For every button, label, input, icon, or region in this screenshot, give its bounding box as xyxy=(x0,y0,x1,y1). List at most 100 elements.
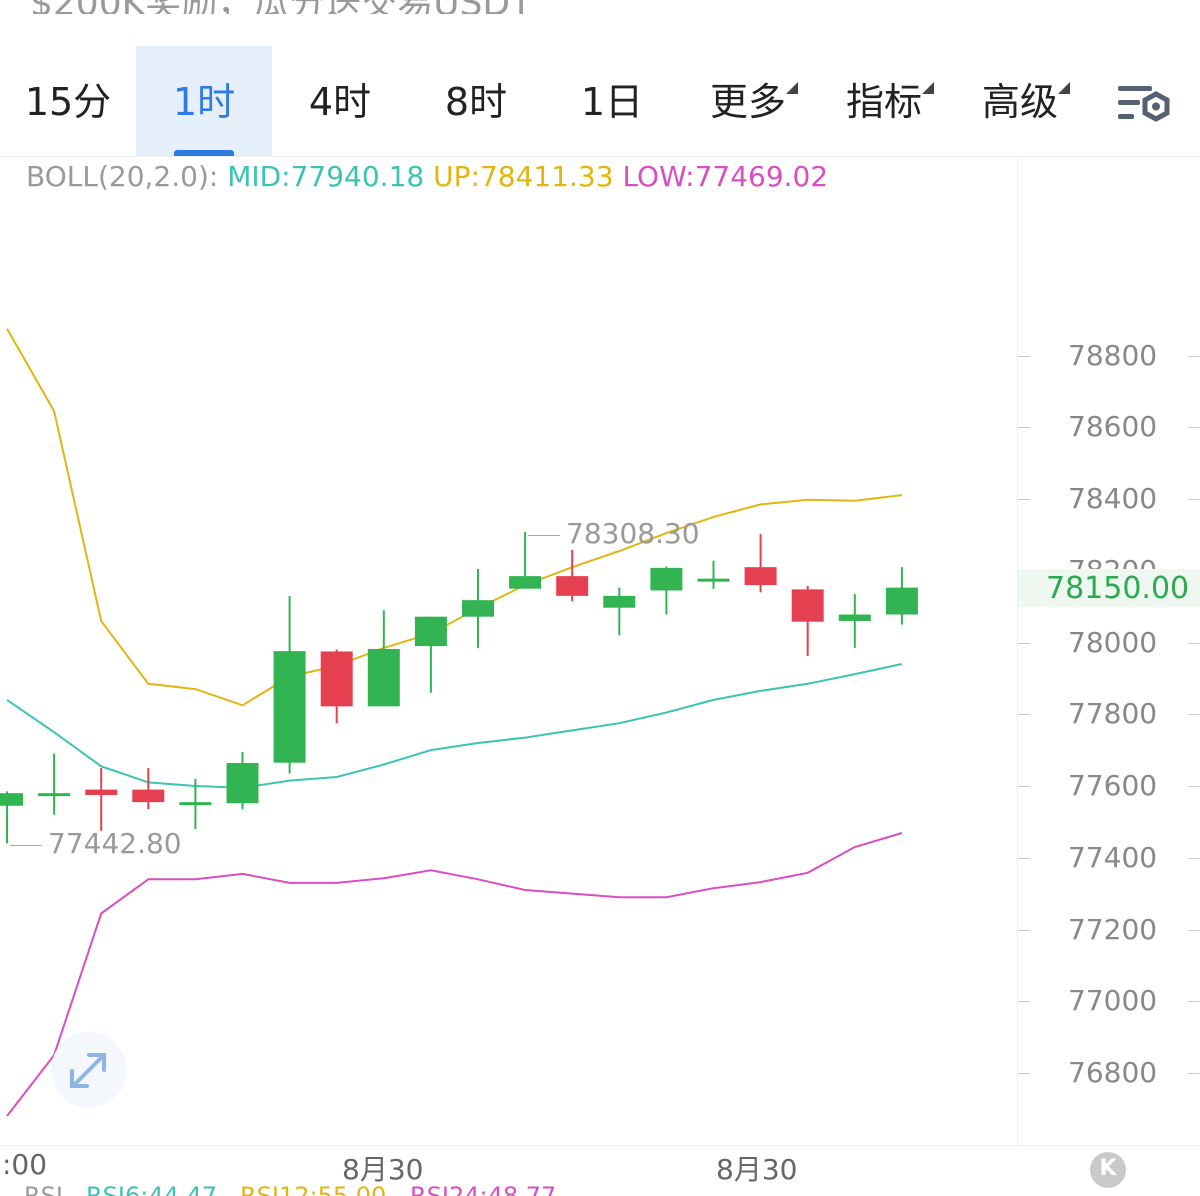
current-price-label: 78150.00 xyxy=(1018,569,1200,607)
tab-label: 指标 xyxy=(846,80,934,124)
boll-low-value: LOW:77469.02 xyxy=(622,160,829,193)
candle-body xyxy=(603,595,636,608)
candle-body xyxy=(38,793,71,797)
page-title: $200K奖励，瓜分送交易USDT xyxy=(30,0,532,14)
tab-1[interactable]: 1时 xyxy=(136,46,272,156)
boll-up-line xyxy=(6,328,903,707)
boll-mid-line xyxy=(6,663,903,789)
y-tick-mark xyxy=(1188,1073,1200,1074)
y-tick-mark xyxy=(1018,427,1030,429)
dropdown-triangle-icon xyxy=(1058,82,1070,94)
candle-body xyxy=(885,587,918,615)
y-tick-mark xyxy=(1018,355,1030,357)
candle-body xyxy=(509,576,542,589)
y-tick-mark xyxy=(1188,642,1200,644)
x-label-date-1: 8月30 xyxy=(342,1153,424,1186)
y-tick-label: 78000 xyxy=(1068,625,1158,659)
tab-label: 更多 xyxy=(710,80,798,124)
tab-label: 1时 xyxy=(172,80,236,124)
y-tick-mark xyxy=(1018,1001,1030,1003)
y-tick-mark xyxy=(1188,929,1200,931)
y-tick-mark xyxy=(1018,714,1030,716)
rsi-1-value: RSI6:44.47 xyxy=(86,1186,217,1196)
boll-legend: BOLL(20,2.0): MID:77940.18 UP:78411.33 L… xyxy=(26,160,828,193)
y-tick-mark xyxy=(1188,857,1200,859)
candle-body xyxy=(556,576,589,596)
y-tick-mark xyxy=(1188,786,1200,787)
high-price-marker: 78308.30 xyxy=(528,517,700,550)
candle-body xyxy=(838,614,871,621)
y-tick-mark xyxy=(1018,786,1030,787)
candle-body xyxy=(226,763,259,804)
title-bar: $200K奖励，瓜分送交易USDT ⌃ xyxy=(0,0,1200,14)
candle-body xyxy=(132,789,165,803)
y-tick-mark xyxy=(1188,499,1200,500)
candle-body xyxy=(320,651,353,707)
scroll-to-latest-button[interactable]: K xyxy=(1090,1152,1126,1188)
tab-2[interactable]: 4时 xyxy=(272,46,408,156)
x-label-time: :00 xyxy=(2,1148,48,1181)
y-tick-mark xyxy=(1188,1001,1200,1003)
y-tick-mark xyxy=(1018,1073,1030,1074)
time-axis-divider xyxy=(0,1145,1200,1146)
y-tick-mark xyxy=(1188,714,1200,716)
candle-body xyxy=(414,616,447,647)
y-tick-label: 78600 xyxy=(1068,410,1158,444)
chart-settings-icon[interactable] xyxy=(1116,80,1172,128)
current-price-value: 78150.00 xyxy=(1046,571,1190,606)
candle-body xyxy=(791,589,824,622)
tab-0[interactable]: 15分 xyxy=(0,46,136,156)
tab-label: 高级 xyxy=(982,80,1070,124)
candle-body xyxy=(650,567,683,591)
y-tick-label: 77800 xyxy=(1068,697,1158,731)
y-tick-label: 77200 xyxy=(1068,912,1158,946)
low-price-value: 77442.80 xyxy=(48,827,182,860)
tab-label: 8时 xyxy=(444,80,508,124)
boll-label: BOLL(20,2.0): xyxy=(26,160,219,193)
dropdown-triangle-icon xyxy=(922,82,934,94)
rsi-2-value: RSI12:55.00 xyxy=(240,1186,386,1196)
tab-label: 4时 xyxy=(308,80,372,124)
rsi-legend: RSI RSI6:44.47 RSI12:55.00 RSI24:48.77 xyxy=(24,1186,624,1196)
expand-icon xyxy=(70,1053,106,1088)
tab-label: 15分 xyxy=(24,80,112,124)
candle-body xyxy=(462,600,494,617)
boll-low-line xyxy=(6,832,903,1117)
rsi-3-value: RSI24:48.77 xyxy=(410,1186,556,1196)
timeframe-tabs: 15分 1时 4时 8时 1日 更多 指标 高级 xyxy=(0,46,1200,156)
y-tick-label: 78800 xyxy=(1068,338,1158,372)
y-tick-mark xyxy=(1188,355,1200,357)
candle-body xyxy=(367,648,400,707)
tab-7[interactable]: 高级 xyxy=(952,46,1088,156)
y-tick-mark xyxy=(1018,499,1030,500)
tab-3[interactable]: 8时 xyxy=(408,46,544,156)
dropdown-triangle-icon xyxy=(786,82,798,94)
y-tick-mark xyxy=(1018,929,1030,931)
y-tick-mark xyxy=(1018,642,1030,644)
y-tick-label: 76800 xyxy=(1068,1056,1158,1089)
candlestick-chart[interactable] xyxy=(0,157,1017,1145)
price-axis-divider xyxy=(1017,157,1018,1145)
collapse-icon[interactable]: ⌃ xyxy=(1135,0,1160,13)
header-divider xyxy=(0,156,1200,157)
rsi-label: RSI xyxy=(24,1186,63,1196)
y-tick-mark xyxy=(1188,427,1200,429)
y-tick-label: 77600 xyxy=(1068,769,1158,802)
candle-body xyxy=(744,567,777,586)
fullscreen-button[interactable] xyxy=(51,1032,127,1108)
low-price-marker: 77442.80 xyxy=(10,827,182,860)
y-tick-mark xyxy=(1018,857,1030,859)
x-label-date-2: 8月30 xyxy=(716,1153,798,1186)
active-tab-indicator xyxy=(174,150,234,156)
candle-body xyxy=(697,578,730,582)
tab-4[interactable]: 1日 xyxy=(544,46,680,156)
tab-label: 1日 xyxy=(580,80,644,124)
tab-6[interactable]: 指标 xyxy=(816,46,952,156)
tab-5[interactable]: 更多 xyxy=(680,46,816,156)
y-tick-label: 78400 xyxy=(1068,482,1158,515)
boll-mid-value: MID:77940.18 xyxy=(227,160,425,193)
candle-body xyxy=(85,789,118,795)
high-price-value: 78308.30 xyxy=(566,517,700,550)
jump-start-icon: K xyxy=(1099,1156,1117,1181)
candle-body xyxy=(273,651,306,763)
